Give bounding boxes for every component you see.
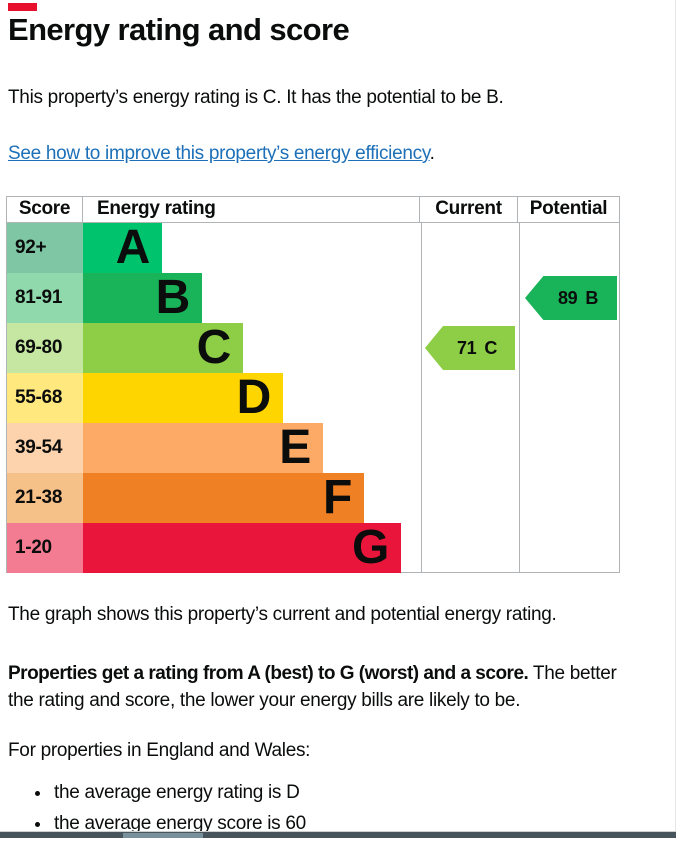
score-range-a: 92+ xyxy=(7,223,83,273)
potential-score: 89 xyxy=(557,287,578,308)
band-bar-b: B xyxy=(83,273,202,323)
averages-list: the average energy rating is D the avera… xyxy=(8,782,306,844)
epc-band-row-f: 21-38 F xyxy=(7,473,619,523)
potential-band: B xyxy=(585,287,599,308)
rating-explanation-line2: the rating and score, the lower your ene… xyxy=(8,690,521,711)
list-item-average-rating: the average energy rating is D xyxy=(52,782,306,804)
band-bar-g: G xyxy=(83,523,401,573)
epc-band-row-c: 69-80 C xyxy=(7,323,619,373)
link-period: . xyxy=(429,143,435,164)
current-band: C xyxy=(484,337,498,358)
page-title: Energy rating and score xyxy=(8,12,350,47)
improve-efficiency-link[interactable]: See how to improve this property’s energ… xyxy=(8,143,430,164)
rating-explanation-bold: Properties get a rating from A (best) to… xyxy=(8,663,529,684)
potential-rating-arrow: 89 B xyxy=(525,276,617,320)
rating-explanation-rest: The better xyxy=(528,663,617,684)
graph-caption: The graph shows this property’s current … xyxy=(8,604,557,625)
epc-band-row-e: 39-54 E xyxy=(7,423,619,473)
band-bar-e: E xyxy=(83,423,323,473)
header-score: Score xyxy=(7,197,83,222)
epc-band-row-d: 55-68 D xyxy=(7,373,619,423)
epc-band-row-b: 81-91 B xyxy=(7,273,619,323)
score-range-d: 55-68 xyxy=(7,373,83,423)
epc-band-row-a: 92+ A xyxy=(7,223,619,273)
list-item-average-score: the average energy score is 60 xyxy=(52,813,306,835)
epc-header-row: Score Energy rating Current Potential xyxy=(7,197,619,223)
potential-column-divider xyxy=(519,223,520,573)
bottom-scrollbar-thumb[interactable] xyxy=(123,833,203,838)
header-potential: Potential xyxy=(529,198,608,219)
intro-text: This property’s energy rating is C. It h… xyxy=(8,87,504,108)
band-bar-d: D xyxy=(83,373,283,423)
score-range-b: 81-91 xyxy=(7,273,83,323)
band-bar-f: F xyxy=(83,473,364,523)
band-bar-c: C xyxy=(83,323,243,373)
score-range-f: 21-38 xyxy=(7,473,83,523)
score-range-c: 69-80 xyxy=(7,323,83,373)
epc-rows: 92+ A 81-91 B 69-80 C 55-68 D 39-54 E 21-38 F 1-20 G … xyxy=(7,223,619,573)
current-column-divider xyxy=(421,223,422,573)
epc-chart: Score Energy rating Current Potential 92… xyxy=(6,196,620,573)
improve-paragraph: See how to improve this property’s energ… xyxy=(8,143,435,165)
score-range-g: 1-20 xyxy=(7,523,83,573)
score-range-e: 39-54 xyxy=(7,423,83,473)
rating-explanation: Properties get a rating from A (best) to… xyxy=(8,660,668,714)
current-score: 71 xyxy=(456,337,477,358)
band-bar-a: A xyxy=(83,223,162,273)
epc-band-row-g: 1-20 G xyxy=(7,523,619,573)
current-rating-arrow: 71 C xyxy=(425,326,515,370)
header-current: Current xyxy=(420,197,518,222)
red-marker xyxy=(8,3,37,11)
header-energy-rating: Energy rating xyxy=(83,197,420,222)
region-line: For properties in England and Wales: xyxy=(8,740,311,761)
bottom-scrollbar-track[interactable] xyxy=(0,831,676,838)
